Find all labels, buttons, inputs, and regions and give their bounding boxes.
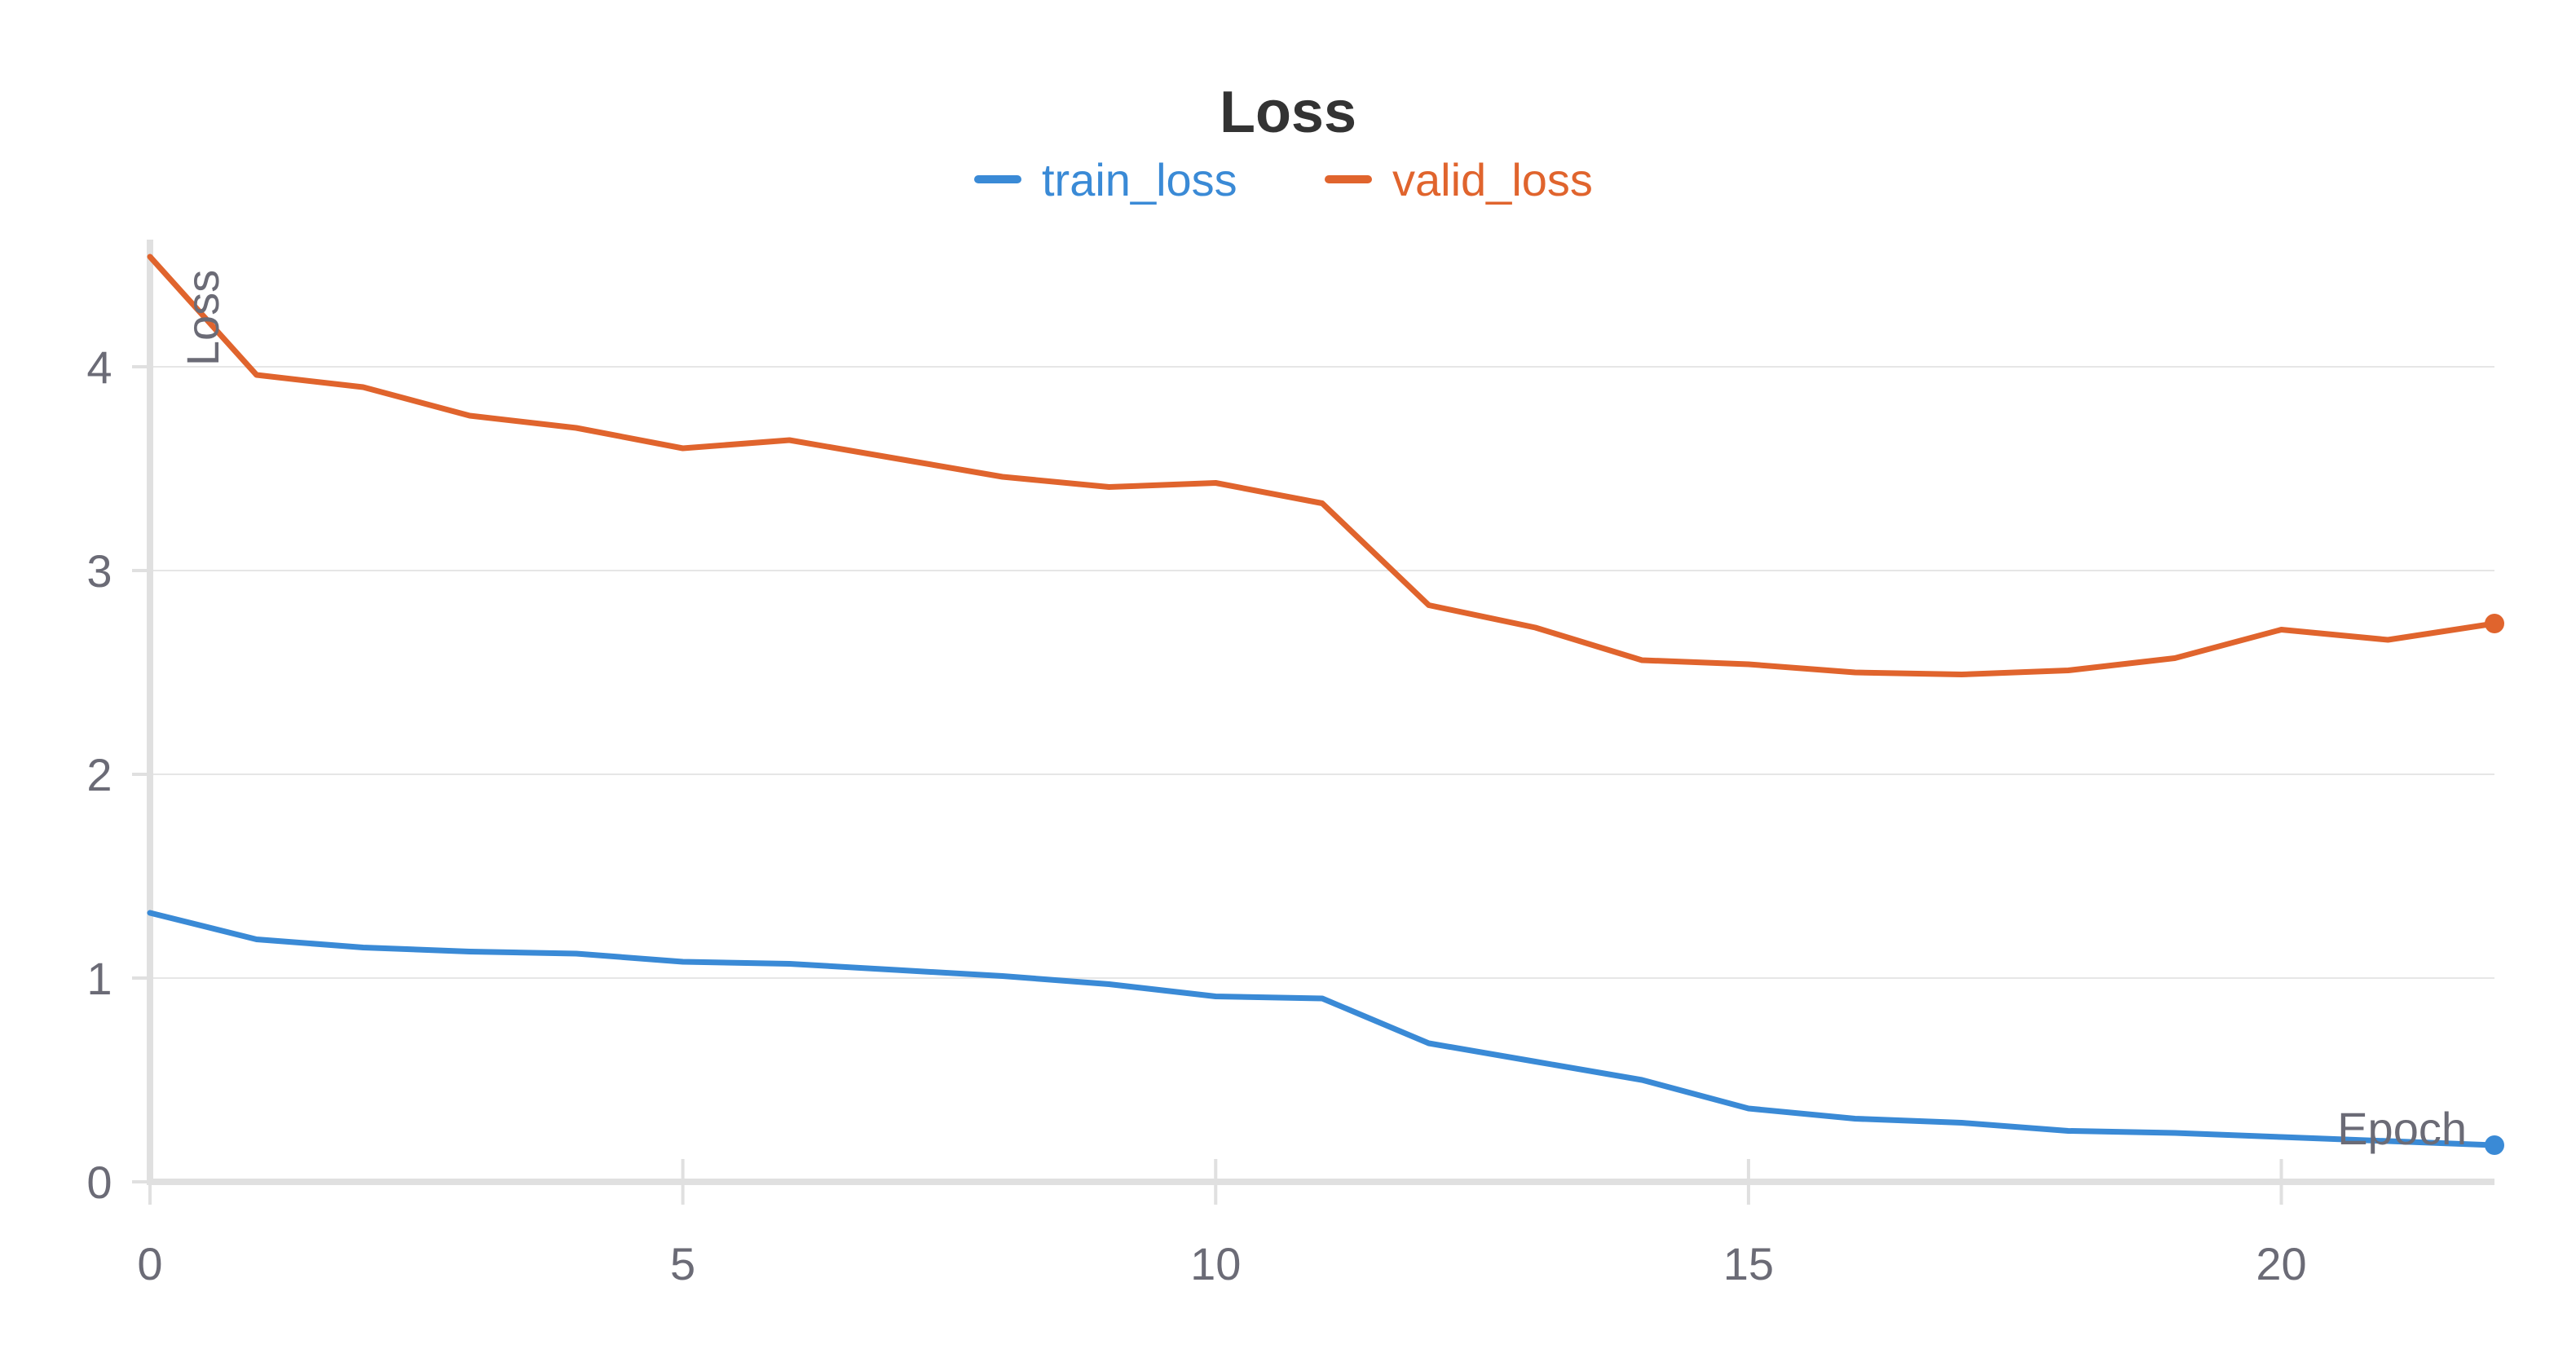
labels-layer: 0 1 2 3 4 0 5 10 15 20 Loss Epoch (86, 270, 2467, 1289)
grid-layer (150, 366, 2494, 979)
x-tick-label: 5 (670, 1238, 695, 1289)
legend-label-valid-loss: valid_loss (1392, 154, 1593, 205)
x-tick-label: 0 (137, 1238, 162, 1289)
legend: train_loss valid_loss (974, 154, 1593, 205)
chart-title: Loss (1220, 80, 1356, 145)
y-axis-label: Loss (177, 270, 228, 366)
series-end-marker-train-loss (2485, 1135, 2504, 1155)
series-line-valid-loss (147, 253, 2498, 677)
y-tick-label: 4 (86, 342, 112, 393)
x-tick-label: 20 (2256, 1238, 2306, 1289)
axes-layer (132, 240, 2494, 1205)
y-tick-label: 2 (86, 749, 112, 800)
y-tick-label: 0 (86, 1157, 112, 1208)
x-tick-label: 10 (1190, 1238, 1241, 1289)
series-end-marker-valid-loss (2485, 614, 2504, 633)
y-tick-label: 1 (86, 953, 112, 1004)
y-tick-label: 3 (86, 545, 112, 597)
x-axis-label: Epoch (2337, 1103, 2467, 1154)
series-layer (147, 253, 2504, 1155)
legend-label-train-loss: train_loss (1042, 154, 1237, 205)
series-line-train-loss (147, 910, 2498, 1148)
x-tick-label: 15 (1723, 1238, 1774, 1289)
